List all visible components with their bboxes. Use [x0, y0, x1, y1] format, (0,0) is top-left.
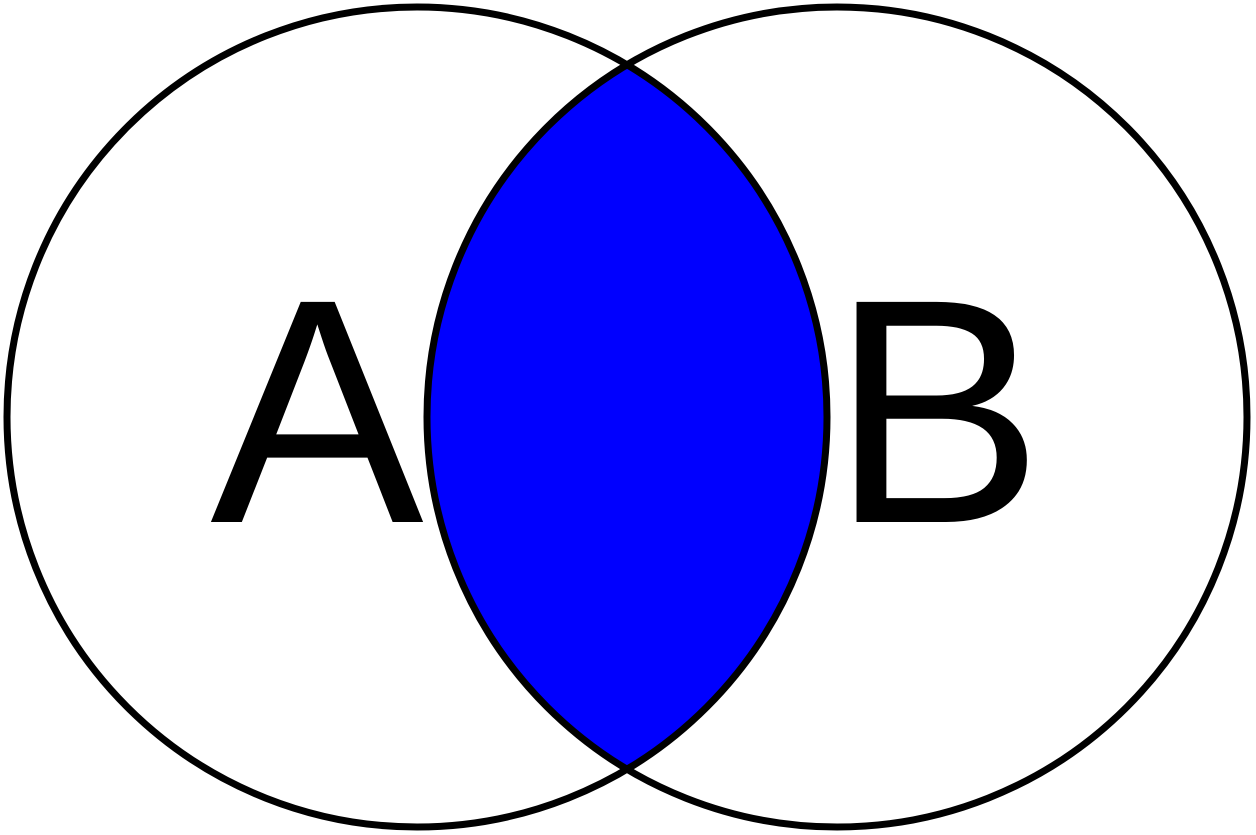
set-a-label: A [210, 232, 425, 590]
set-b-label: B [830, 232, 1043, 590]
intersection-region [427, 7, 827, 827]
set-a-circle [3, 3, 831, 831]
set-b-circle [423, 3, 1251, 831]
